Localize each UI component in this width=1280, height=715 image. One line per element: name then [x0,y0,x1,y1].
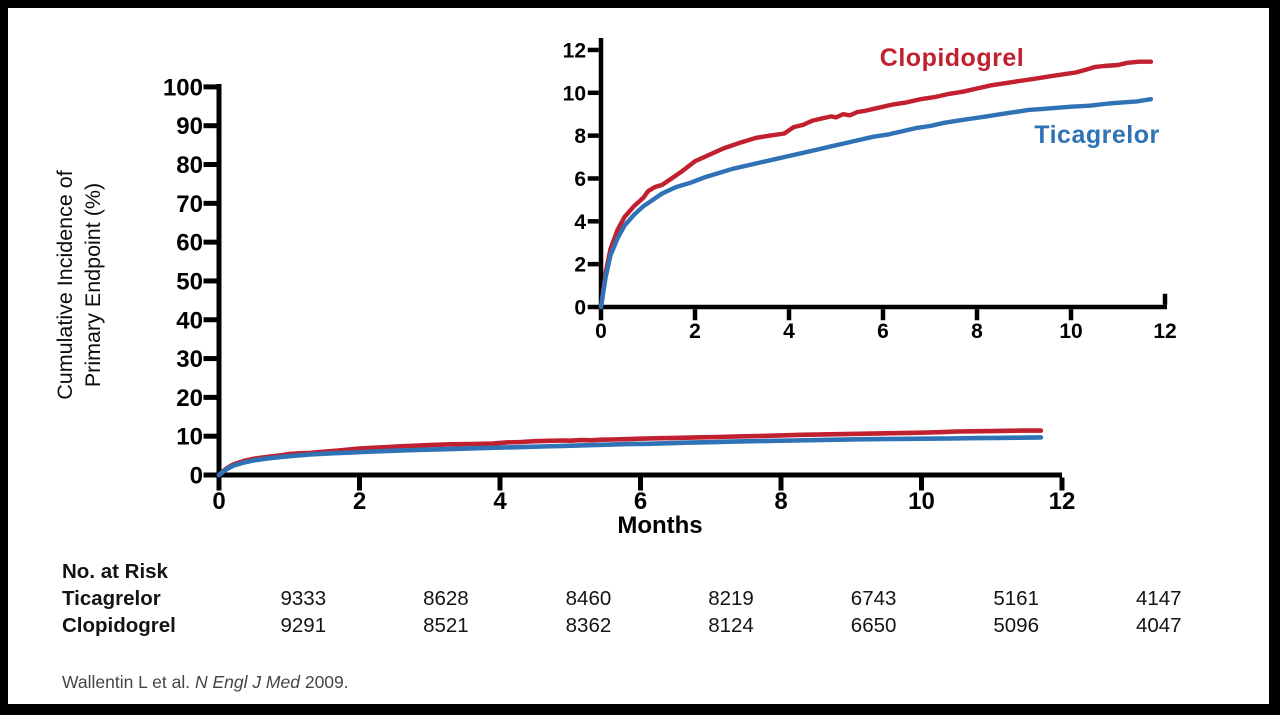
main-x-tick-label: 6 [634,488,647,515]
risk-value: 4147 [1135,586,1182,610]
risk-row-label: Clopidogrel [62,613,176,637]
risk-table-header: No. at Risk [62,559,168,583]
inset-y-tick-label: 2 [574,254,586,277]
main-y-tick-label: 20 [176,385,203,412]
risk-value: 8628 [423,586,469,610]
main-x-tick-label: 10 [908,488,935,515]
inset-y-tick-label: 0 [574,297,586,320]
risk-table-row-clopidogrel: Clopidogrel 9291 8521 8362 8124 6650 5096 4047 [62,612,1230,639]
main-y-tick-label: 100 [163,74,203,101]
inset-x-tick-label: 2 [689,320,701,343]
risk-value: 8460 [565,586,612,610]
main-y-tick-label: 30 [176,346,203,373]
risk-row-label: Ticagrelor [62,586,161,610]
number-at-risk-table: No. at Risk Ticagrelor 9333 8628 8460 8219 67… [62,558,1230,639]
risk-table-row-ticagrelor: Ticagrelor 9333 8628 8460 8219 6743 5161 4147 [62,585,1230,612]
main-y-tick-label: 80 [176,152,203,179]
citation: Wallentin L et al. N Engl J Med 2009. [62,672,349,693]
main-x-tick-label: 0 [212,488,225,515]
inset-y-tick-label: 10 [563,82,586,105]
x-axis-title: Months [617,512,703,539]
inset-x-tick-label: 4 [783,320,795,343]
risk-value: 5096 [993,613,1039,637]
inset-x-tick-label: 10 [1059,320,1082,343]
risk-value: 9333 [280,586,327,610]
main-x-tick-label: 2 [353,488,366,515]
inset-x-tick-label: 0 [595,320,607,343]
main-y-tick-label: 90 [176,113,203,140]
inset-x-tick-label: 8 [971,320,983,343]
risk-value: 8124 [708,613,754,637]
main-y-tick-label: 70 [176,191,203,218]
risk-table-header-row: No. at Risk [62,558,1230,585]
citation-prefix: Wallentin L et al. [62,672,195,692]
legend-clopidogrel-label: Clopidogrel [879,44,1025,72]
risk-value: 4047 [1135,613,1182,637]
y-axis-title-line1: Cumulative Incidence of [53,170,77,400]
risk-value: 6650 [850,613,897,637]
inset-curve-clopidogrel [598,59,1154,310]
inset-x-tick-label: 6 [877,320,889,343]
inset-curve-ticagrelor [598,96,1154,310]
risk-value: 5161 [993,586,1039,610]
inset-x-tick-label: 12 [1153,320,1176,343]
main-x-tick-label: 12 [1049,488,1076,515]
main-x-tick-label: 8 [774,488,787,515]
main-y-tick-label: 10 [176,424,203,451]
main-curve-ticagrelor [216,435,1044,478]
main-y-tick-label: 60 [176,230,203,257]
main-y-tick-label: 50 [176,268,203,295]
risk-value: 8521 [423,613,469,637]
inset-y-tick-label: 12 [563,39,586,62]
risk-value: 8362 [565,613,612,637]
risk-value: 9291 [280,613,327,637]
inset-y-tick-label: 6 [574,168,586,191]
main-y-tick-label: 40 [176,307,203,334]
main-x-tick-label: 4 [493,488,507,515]
risk-value: 8219 [708,586,754,610]
y-axis-title-line2: Primary Endpoint (%) [81,182,105,388]
risk-value: 6743 [850,586,897,610]
citation-suffix: 2009. [299,672,349,692]
y-axis-title: Cumulative Incidence of Primary Endpoint… [51,104,111,466]
legend-ticagrelor-label: Ticagrelor [1034,121,1160,149]
main-y-tick-label: 0 [190,463,203,490]
inset-y-tick-label: 8 [574,125,586,148]
inset-y-tick-label: 4 [574,211,586,234]
citation-journal: N Engl J Med [194,672,300,692]
